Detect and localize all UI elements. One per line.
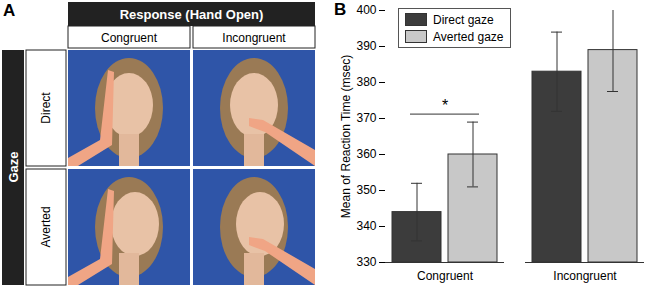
svg-text:350: 350 — [356, 183, 376, 197]
svg-text:400: 400 — [356, 3, 376, 17]
svg-text:370: 370 — [356, 111, 376, 125]
html-text:B: B — [334, 0, 347, 19]
html-text:Direct gaze: Direct gaze — [433, 12, 494, 27]
svg-text:330: 330 — [356, 255, 376, 269]
svg-text:Incongruent: Incongruent — [553, 269, 617, 283]
html-text:Averted gaze: Averted gaze — [433, 29, 504, 44]
svg-text:340: 340 — [356, 219, 376, 233]
svg-text:360: 360 — [356, 147, 376, 161]
svg-text:Incongruent: Incongruent — [222, 31, 286, 45]
svg-text:Congruent: Congruent — [417, 269, 474, 283]
svg-text:Gaze: Gaze — [6, 151, 21, 182]
svg-text:*: * — [442, 97, 448, 114]
svg-text:Direct: Direct — [39, 92, 53, 124]
svg-text:Response (Hand Open): Response (Hand Open) — [120, 7, 264, 22]
svg-text:A: A — [3, 1, 15, 20]
svg-text:Mean of Reaction Time (msec): Mean of Reaction Time (msec) — [339, 55, 353, 218]
svg-text:Averted: Averted — [39, 206, 53, 247]
svg-text:380: 380 — [356, 75, 376, 89]
svg-text:390: 390 — [356, 39, 376, 53]
svg-text:Congruent: Congruent — [101, 31, 158, 45]
